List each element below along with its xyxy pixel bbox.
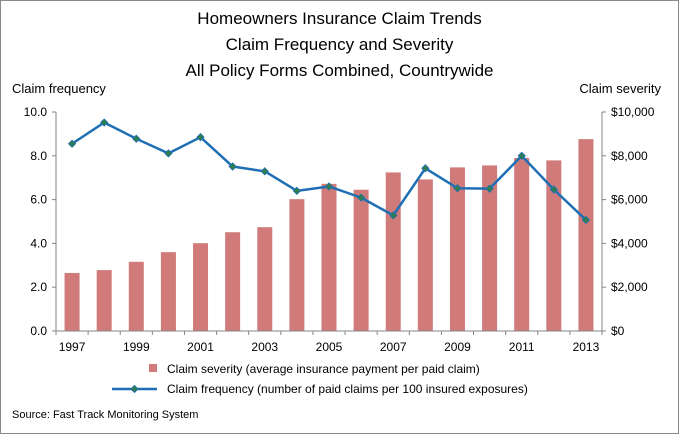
severity-bar-2008 [417,179,433,331]
severity-bar-2009 [449,167,465,331]
source-note: Source: Fast Track Monitoring System [12,409,199,421]
y-left-tick-label: 2.0 [30,280,47,294]
x-tick-label-1999: 1999 [123,340,150,354]
x-tick-label-1997: 1997 [59,340,86,354]
y-left-tick-label: 6.0 [30,193,47,207]
severity-bar-2000 [160,252,176,331]
x-tick-label-2001: 2001 [187,340,214,354]
frequency-point-2012 [549,185,558,194]
frequency-point-2011 [517,151,526,160]
frequency-point-2008 [421,164,430,173]
x-tick-label-2003: 2003 [251,340,278,354]
y-right-tick-label: $4,000 [611,236,648,250]
y-right-tick-label: $10,000 [611,105,655,119]
frequency-point-2005 [324,182,334,191]
chart-title: Homeowners Insurance Claim Trends [197,9,482,28]
severity-bar-2007 [385,172,401,331]
severity-bar-2006 [353,189,369,331]
frequency-point-2006 [356,193,366,202]
y-left-tick-label: 8.0 [30,149,47,163]
x-tick-label-2013: 2013 [573,340,600,354]
frequency-point-2009 [453,184,462,193]
x-tick-label-2009: 2009 [444,340,471,354]
chart-subtitle-2: All Policy Forms Combined, Countrywide [185,61,494,80]
frequency-point-2000 [164,149,173,158]
frequency-point-1998 [100,118,109,127]
severity-bar-2003 [257,227,273,331]
frequency-point-1999 [132,134,141,143]
x-tick-label-2007: 2007 [380,340,407,354]
severity-bar-2011 [514,157,530,331]
severity-bar-1997 [64,272,80,331]
severity-bar-2012 [546,160,562,331]
y-left-tick-label: 0.0 [30,324,47,338]
frequency-point-2013 [581,215,591,225]
y-right-tick-label: $2,000 [611,280,648,294]
severity-bar-1999 [128,261,144,331]
y-right-tick-label: $8,000 [611,149,648,163]
severity-bar-2002 [225,232,241,331]
y-right-axis-title: Claim severity [579,81,661,96]
frequency-point-2003 [260,167,269,176]
frequency-point-2007 [389,211,398,220]
frequency-point-1997 [67,139,77,148]
severity-bar-2001 [193,243,209,331]
frequency-point-2004 [292,186,302,196]
y-left-tick-label: 4.0 [30,236,47,250]
y-left-tick-label: 10.0 [24,105,48,119]
legend-frequency-label: Claim frequency (number of paid claims p… [167,382,528,396]
severity-bar-2013 [578,139,594,331]
y-right-tick-label: $0 [611,324,625,338]
frequency-point-2001 [196,133,205,142]
y-right-tick-label: $6,000 [611,193,648,207]
severity-bar-2004 [289,199,305,331]
frequency-point-2002 [228,162,237,171]
severity-bar-2005 [321,183,337,331]
legend-severity-swatch [149,364,157,372]
chart-subtitle-1: Claim Frequency and Severity [225,35,454,54]
severity-bar-1998 [96,270,112,331]
y-left-axis-title: Claim frequency [12,81,106,96]
legend-severity-label: Claim severity (average insurance paymen… [167,362,480,376]
frequency-point-2010 [485,184,494,193]
severity-bar-2010 [482,165,498,331]
x-tick-label-2005: 2005 [316,340,343,354]
legend-frequency-marker [130,384,139,394]
x-tick-label-2011: 2011 [509,340,535,354]
